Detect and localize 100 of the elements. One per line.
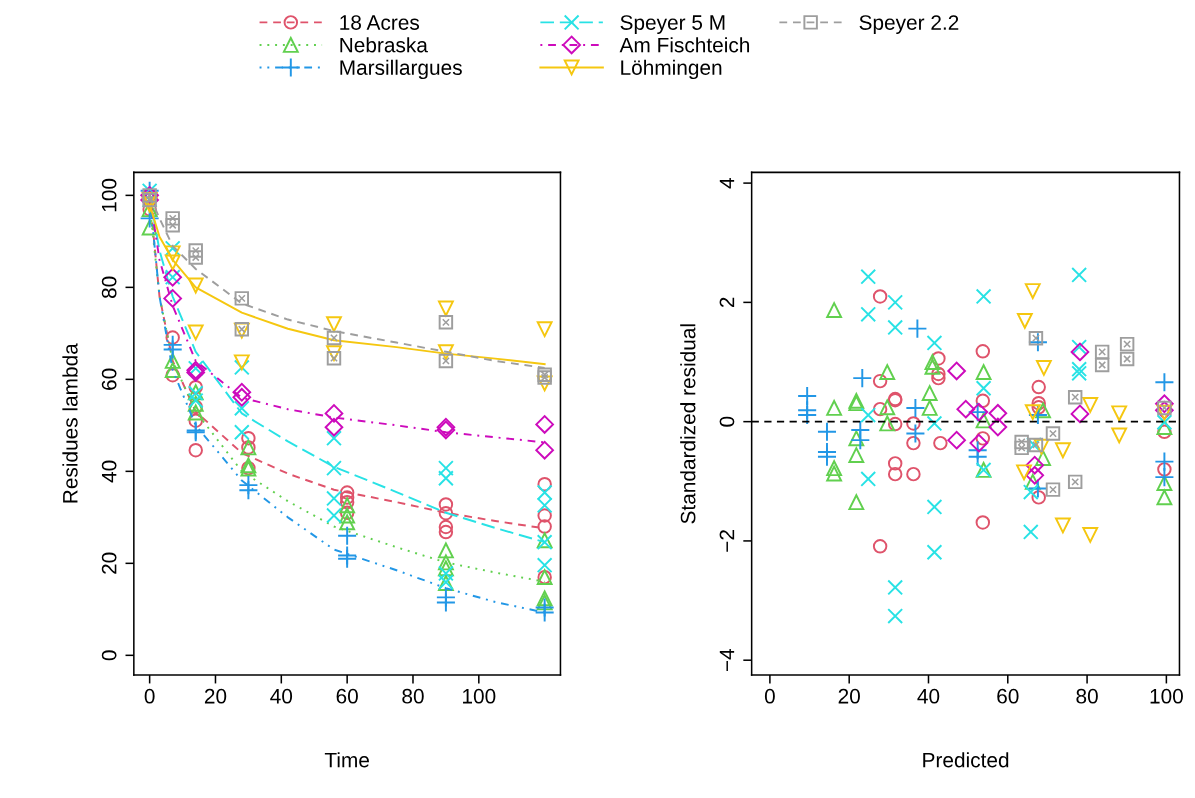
point (534, 602, 555, 623)
x-tick-label: 60 (997, 688, 1019, 704)
point (1054, 517, 1071, 534)
point (988, 403, 1008, 423)
point (188, 413, 203, 428)
point (887, 416, 903, 432)
point (924, 354, 941, 370)
point (1031, 379, 1046, 395)
point (1035, 360, 1052, 376)
point (1067, 389, 1083, 405)
point (988, 417, 1008, 437)
point (324, 417, 344, 437)
point (537, 508, 552, 523)
point (536, 594, 553, 611)
point (1157, 400, 1172, 416)
point (1045, 482, 1061, 497)
point (860, 407, 877, 423)
point (233, 354, 250, 371)
point (1027, 478, 1048, 499)
y-axis-title: Residues lambda (62, 343, 78, 503)
point (906, 435, 921, 451)
point (906, 466, 921, 482)
point (797, 405, 818, 426)
point (326, 330, 342, 346)
point (906, 416, 921, 431)
point (947, 361, 966, 381)
x-tick-label: 20 (838, 688, 860, 704)
point (879, 399, 896, 416)
point (1082, 397, 1099, 413)
legend-label: Am Fischteich (619, 37, 750, 53)
point (967, 446, 988, 467)
x-tick-label: 40 (270, 688, 293, 704)
point (326, 316, 342, 333)
point (1024, 283, 1041, 299)
point (164, 240, 181, 257)
point (339, 514, 356, 531)
point (931, 370, 946, 386)
point (1111, 405, 1128, 422)
point (233, 400, 250, 417)
point (1119, 336, 1135, 352)
point (326, 507, 342, 524)
point (1022, 524, 1039, 540)
x-tick-label: 80 (402, 688, 424, 704)
point (232, 382, 252, 402)
point (975, 412, 992, 429)
y-axis-title: Standardized residual (680, 324, 696, 524)
point (816, 421, 837, 442)
point (437, 542, 454, 559)
y-tick-label: 100 (101, 178, 117, 212)
x-axis-title: Predicted (923, 752, 1009, 768)
point (165, 367, 180, 383)
point (975, 515, 991, 530)
point (535, 415, 554, 434)
point (887, 579, 904, 596)
point (1071, 365, 1088, 382)
point (924, 358, 941, 375)
point (339, 485, 355, 500)
point (165, 330, 180, 345)
point (326, 350, 342, 366)
point (1156, 414, 1173, 431)
point (860, 470, 877, 487)
point (164, 353, 181, 369)
point (437, 300, 454, 317)
point (887, 608, 904, 624)
point (339, 507, 356, 524)
point (921, 400, 938, 416)
point (1024, 404, 1041, 421)
point (1024, 473, 1041, 490)
legend-label: Löhmingen (621, 59, 722, 80)
point (437, 554, 454, 571)
point (437, 344, 454, 361)
point (926, 335, 943, 351)
point (1054, 442, 1071, 459)
point (848, 494, 865, 511)
point (232, 387, 252, 407)
x-tick-label: 80 (1076, 688, 1098, 704)
point (826, 302, 843, 319)
point (1031, 395, 1046, 411)
point (535, 440, 554, 460)
point (536, 321, 553, 338)
x-tick-label: 60 (336, 688, 358, 704)
point (926, 544, 943, 561)
point (1156, 419, 1173, 435)
point (975, 288, 992, 305)
point (850, 430, 871, 451)
x-tick-label: 0 (764, 688, 775, 704)
point (1071, 361, 1088, 378)
point (975, 344, 991, 359)
point (826, 460, 843, 477)
point (975, 380, 992, 397)
point (163, 289, 182, 308)
point (536, 484, 553, 501)
x-tick-label: 0 (144, 688, 155, 704)
point (860, 268, 877, 285)
point (437, 470, 454, 487)
point (887, 456, 903, 471)
point (1156, 475, 1173, 491)
point (926, 499, 943, 515)
point (1070, 404, 1090, 424)
point (1045, 426, 1061, 441)
